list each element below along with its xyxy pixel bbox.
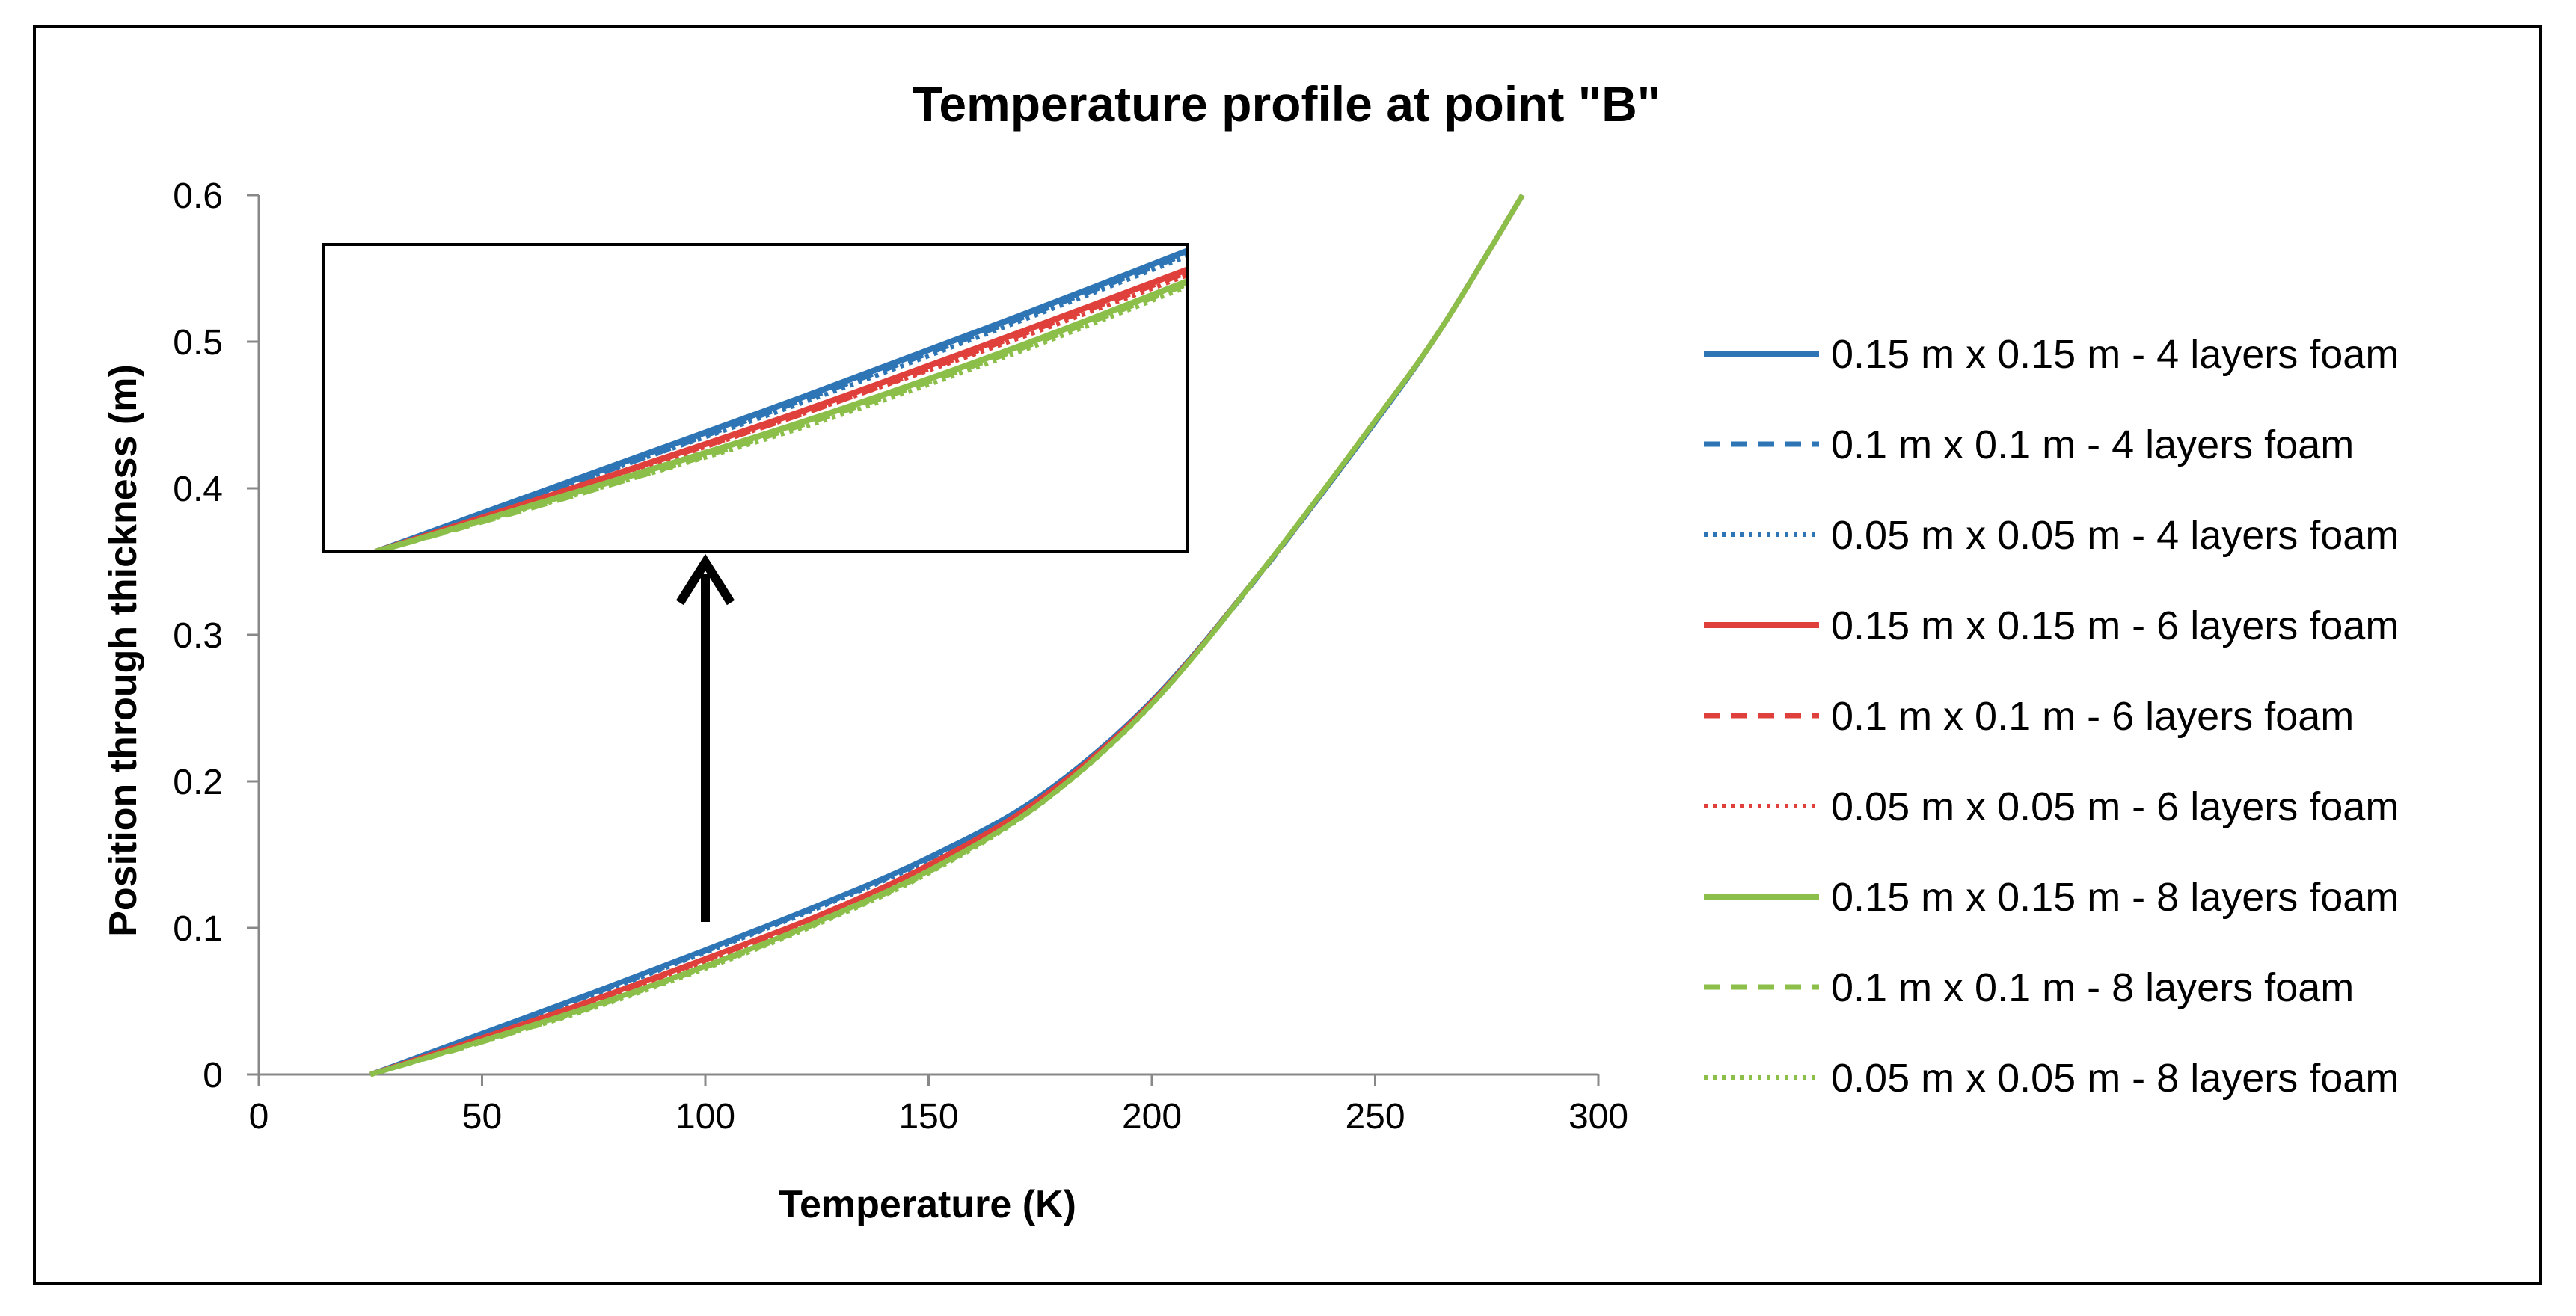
- legend-label-3: 0.05 m x 0.05 m - 4 layers foam: [1831, 513, 2399, 558]
- inset-series-line-9: [375, 284, 1188, 552]
- legend: 0.15 m x 0.15 m - 4 layers foam 0.1 m x 0…: [1704, 332, 2399, 1101]
- legend-label-4: 0.15 m x 0.15 m - 6 layers foam: [1831, 603, 2399, 648]
- chart-title: Temperature profile at point "B": [913, 76, 1660, 132]
- y-tick-label: 0.1: [173, 909, 223, 949]
- y-tick-label: 0.5: [173, 323, 223, 363]
- series-line-8: [369, 194, 1525, 1077]
- y-tick-label: 0.2: [173, 763, 223, 802]
- inset-box: [322, 243, 1189, 553]
- series-line-6: [369, 194, 1524, 1077]
- legend-label-7: 0.15 m x 0.15 m - 8 layers foam: [1831, 875, 2399, 920]
- legend-label-8: 0.1 m x 0.1 m - 8 layers foam: [1831, 965, 2354, 1010]
- x-tick-label: 100: [675, 1097, 735, 1137]
- inset-series-group: [374, 247, 1188, 552]
- zoom-arrow: [675, 553, 735, 922]
- x-tick-label: 250: [1345, 1097, 1405, 1137]
- x-tick-label: 300: [1568, 1097, 1628, 1137]
- axes: 0 50 100 150 200 250 300 0 0.1 0.2 0.3 0.4 0.5 0.6: [173, 176, 1628, 1137]
- legend-label-2: 0.1 m x 0.1 m - 4 layers foam: [1831, 422, 2354, 467]
- x-tick-label: 0: [249, 1097, 269, 1137]
- x-tick-label: 200: [1122, 1097, 1182, 1137]
- arrow-head: [675, 553, 735, 606]
- x-tick-label: 50: [462, 1097, 502, 1137]
- y-tick-label: 0: [203, 1056, 223, 1095]
- inset-zoom: [322, 243, 1189, 553]
- y-axis-label: Position through thickness (m): [102, 364, 145, 937]
- y-tick-label: 0.6: [173, 176, 223, 216]
- y-tick-label: 0.3: [173, 616, 223, 656]
- legend-label-9: 0.05 m x 0.05 m - 8 layers foam: [1831, 1056, 2399, 1101]
- legend-label-5: 0.1 m x 0.1 m - 6 layers foam: [1831, 694, 2354, 739]
- inset-series-line-3: [375, 253, 1188, 552]
- legend-label-6: 0.05 m x 0.05 m - 6 layers foam: [1831, 784, 2399, 829]
- legend-label-1: 0.15 m x 0.15 m - 4 layers foam: [1831, 332, 2399, 377]
- x-axis-label: Temperature (K): [779, 1183, 1076, 1226]
- x-tick-label: 150: [898, 1097, 958, 1137]
- series-layer: [369, 194, 1525, 1077]
- inset-border: [322, 243, 1189, 553]
- y-tick-label: 0.4: [173, 470, 223, 509]
